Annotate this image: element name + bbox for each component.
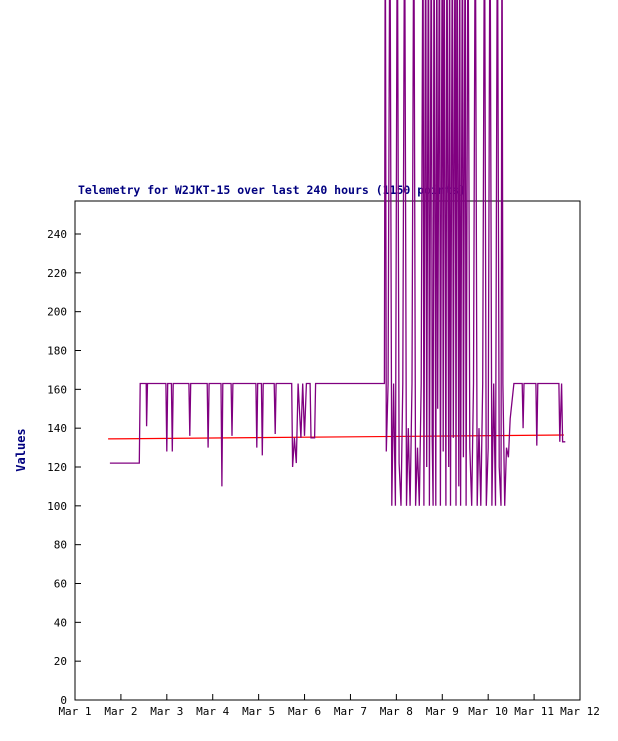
- series-layer: [108, 0, 566, 506]
- axes-layer: 0 20 40 60 80 100 120 140 160 180 200 220 240 Mar 1 Ma…: [47, 200, 600, 718]
- y-tick-label: 100: [47, 500, 67, 513]
- y-tick-label: 220: [47, 267, 67, 280]
- x-tick-label: Mar 10: [468, 705, 508, 718]
- y-tick-label: 240: [47, 228, 67, 241]
- x-tick-label: Mar 5: [242, 705, 275, 718]
- x-tick-label: Mar 11: [514, 705, 554, 718]
- x-tick-label: Mar 8: [380, 705, 413, 718]
- y-tick-label: 0: [60, 694, 67, 707]
- y-tick-label: 140: [47, 422, 67, 435]
- y-tick-label: 200: [47, 306, 67, 319]
- x-tick-label: Mar 7: [334, 705, 367, 718]
- chart-title: Telemetry for W2JKT-15 over last 240 hou…: [78, 183, 466, 197]
- x-tick-label: Mar 6: [288, 705, 321, 718]
- y-axis-title: Values: [14, 428, 28, 471]
- y-tick-label: 60: [54, 578, 67, 591]
- x-tick-label: Mar 4: [196, 705, 229, 718]
- y-tick-label: 40: [54, 616, 67, 629]
- y-tick-label: 80: [54, 539, 67, 552]
- x-tick-label: Mar 3: [150, 705, 183, 718]
- x-tick-label: Mar 2: [104, 705, 137, 718]
- y-tick-label: 120: [47, 461, 67, 474]
- y-tick-label: 20: [54, 655, 67, 668]
- x-tick-label: Mar 1: [58, 705, 91, 718]
- x-tick-label: Mar 9: [426, 705, 459, 718]
- plot-border: [74, 200, 581, 701]
- y-tick-label: 160: [47, 383, 67, 396]
- y-tick-label: 180: [47, 345, 67, 358]
- x-tick-label: Mar 12: [560, 705, 600, 718]
- series-telemetry-values: [109, 0, 566, 506]
